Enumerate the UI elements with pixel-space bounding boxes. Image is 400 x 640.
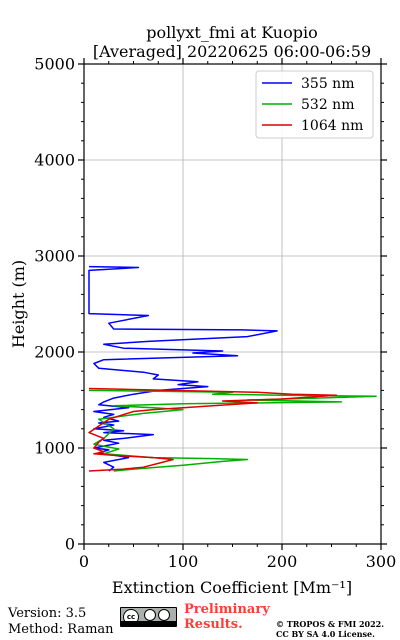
cc-license-icon: cc bbox=[120, 607, 177, 627]
y-tick-label: 0 bbox=[65, 535, 75, 554]
version-text: Version: 3.5 bbox=[8, 606, 87, 621]
chart-title-line2: [Averaged] 20220625 06:00-06:59 bbox=[93, 42, 371, 61]
legend: 355 nm 532 nm 1064 nm bbox=[255, 70, 374, 139]
series-line bbox=[88, 387, 338, 472]
copyright-line1: © TROPOS & FMI 2022. bbox=[276, 619, 385, 629]
legend-label: 355 nm bbox=[301, 76, 354, 92]
copyright-notice: © TROPOS & FMI 2022. CC BY SA 4.0 Licens… bbox=[276, 619, 384, 639]
legend-box bbox=[255, 70, 374, 139]
extinction-profile-chart: pollyxt_fmi at Kuopio [Averaged] 2022062… bbox=[9, 23, 396, 597]
y-tick-label: 5000 bbox=[34, 55, 75, 74]
legend-label: 1064 nm bbox=[301, 118, 363, 134]
preliminary-line2: Results. bbox=[184, 617, 243, 632]
x-tick-label: 300 bbox=[366, 552, 397, 571]
y-tick-label: 3000 bbox=[34, 247, 75, 266]
cc-strip bbox=[121, 621, 176, 626]
sa-icon bbox=[158, 609, 170, 621]
preliminary-notice: Preliminary Results. bbox=[184, 602, 270, 632]
legend-label: 532 nm bbox=[301, 97, 354, 113]
y-tick-label: 2000 bbox=[34, 343, 75, 362]
chart-title-line1: pollyxt_fmi at Kuopio bbox=[146, 23, 317, 42]
by-icon bbox=[144, 609, 156, 621]
method-text: Method: Raman bbox=[8, 622, 114, 637]
x-tick-label: 100 bbox=[168, 552, 199, 571]
y-axis-label: Height (m) bbox=[9, 260, 28, 348]
x-tick-label: 200 bbox=[267, 552, 298, 571]
series-lines bbox=[88, 265, 377, 472]
y-tick-label: 1000 bbox=[34, 439, 75, 458]
x-axis-label: Extinction Coefficient [Mm⁻¹] bbox=[112, 578, 352, 597]
series-line bbox=[88, 389, 377, 472]
copyright-line2: CC BY SA 4.0 License. bbox=[276, 629, 375, 639]
preliminary-line1: Preliminary bbox=[184, 602, 270, 617]
series-line bbox=[88, 265, 278, 472]
footer-info: Version: 3.5 Method: Raman bbox=[8, 606, 114, 638]
grid-lines bbox=[84, 64, 381, 544]
y-tick-label: 4000 bbox=[34, 151, 75, 170]
x-tick-label: 0 bbox=[79, 552, 89, 571]
